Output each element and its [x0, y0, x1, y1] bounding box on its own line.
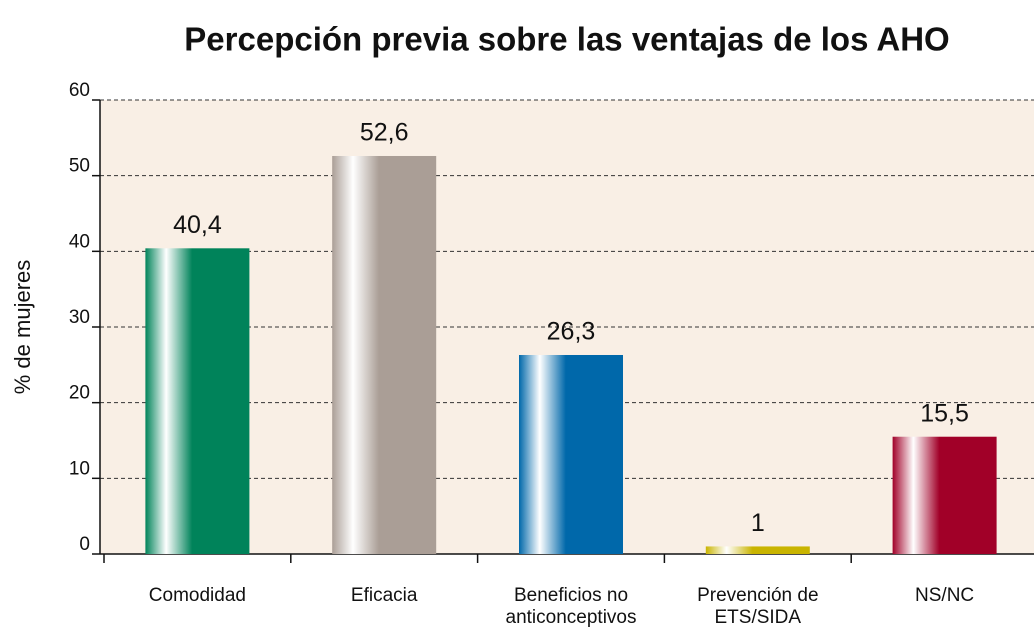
- value-label: 52,6: [360, 119, 409, 147]
- y-tick-label: 20: [69, 383, 90, 404]
- x-tick-label: Comodidad: [148, 585, 246, 606]
- bar: [705, 546, 810, 554]
- y-tick-label: 0: [79, 534, 90, 555]
- value-label: 40,4: [173, 211, 222, 239]
- y-tick-label: 30: [69, 307, 90, 328]
- y-tick-label: 50: [69, 156, 90, 177]
- bar: [332, 155, 437, 554]
- x-tick-label: Prevención de ETS/SIDA: [697, 585, 819, 628]
- y-tick-label: 60: [69, 80, 90, 101]
- bar: [892, 436, 997, 554]
- value-label: 15,5: [920, 399, 969, 427]
- y-axis-label: % de mujeres: [10, 260, 35, 395]
- x-tick-label: Eficacia: [350, 585, 418, 606]
- y-tick-label: 10: [69, 458, 90, 479]
- x-tick-label: NS/NC: [915, 585, 975, 606]
- bar: [519, 354, 623, 554]
- x-tick-label: Beneficios no anticonceptivos: [505, 585, 637, 628]
- bar: [145, 248, 250, 554]
- y-tick-label: 40: [69, 231, 90, 252]
- value-label: 1: [751, 509, 765, 537]
- value-label: 26,3: [547, 318, 596, 346]
- chart-title: Percepción previa sobre las ventajas de …: [184, 21, 949, 58]
